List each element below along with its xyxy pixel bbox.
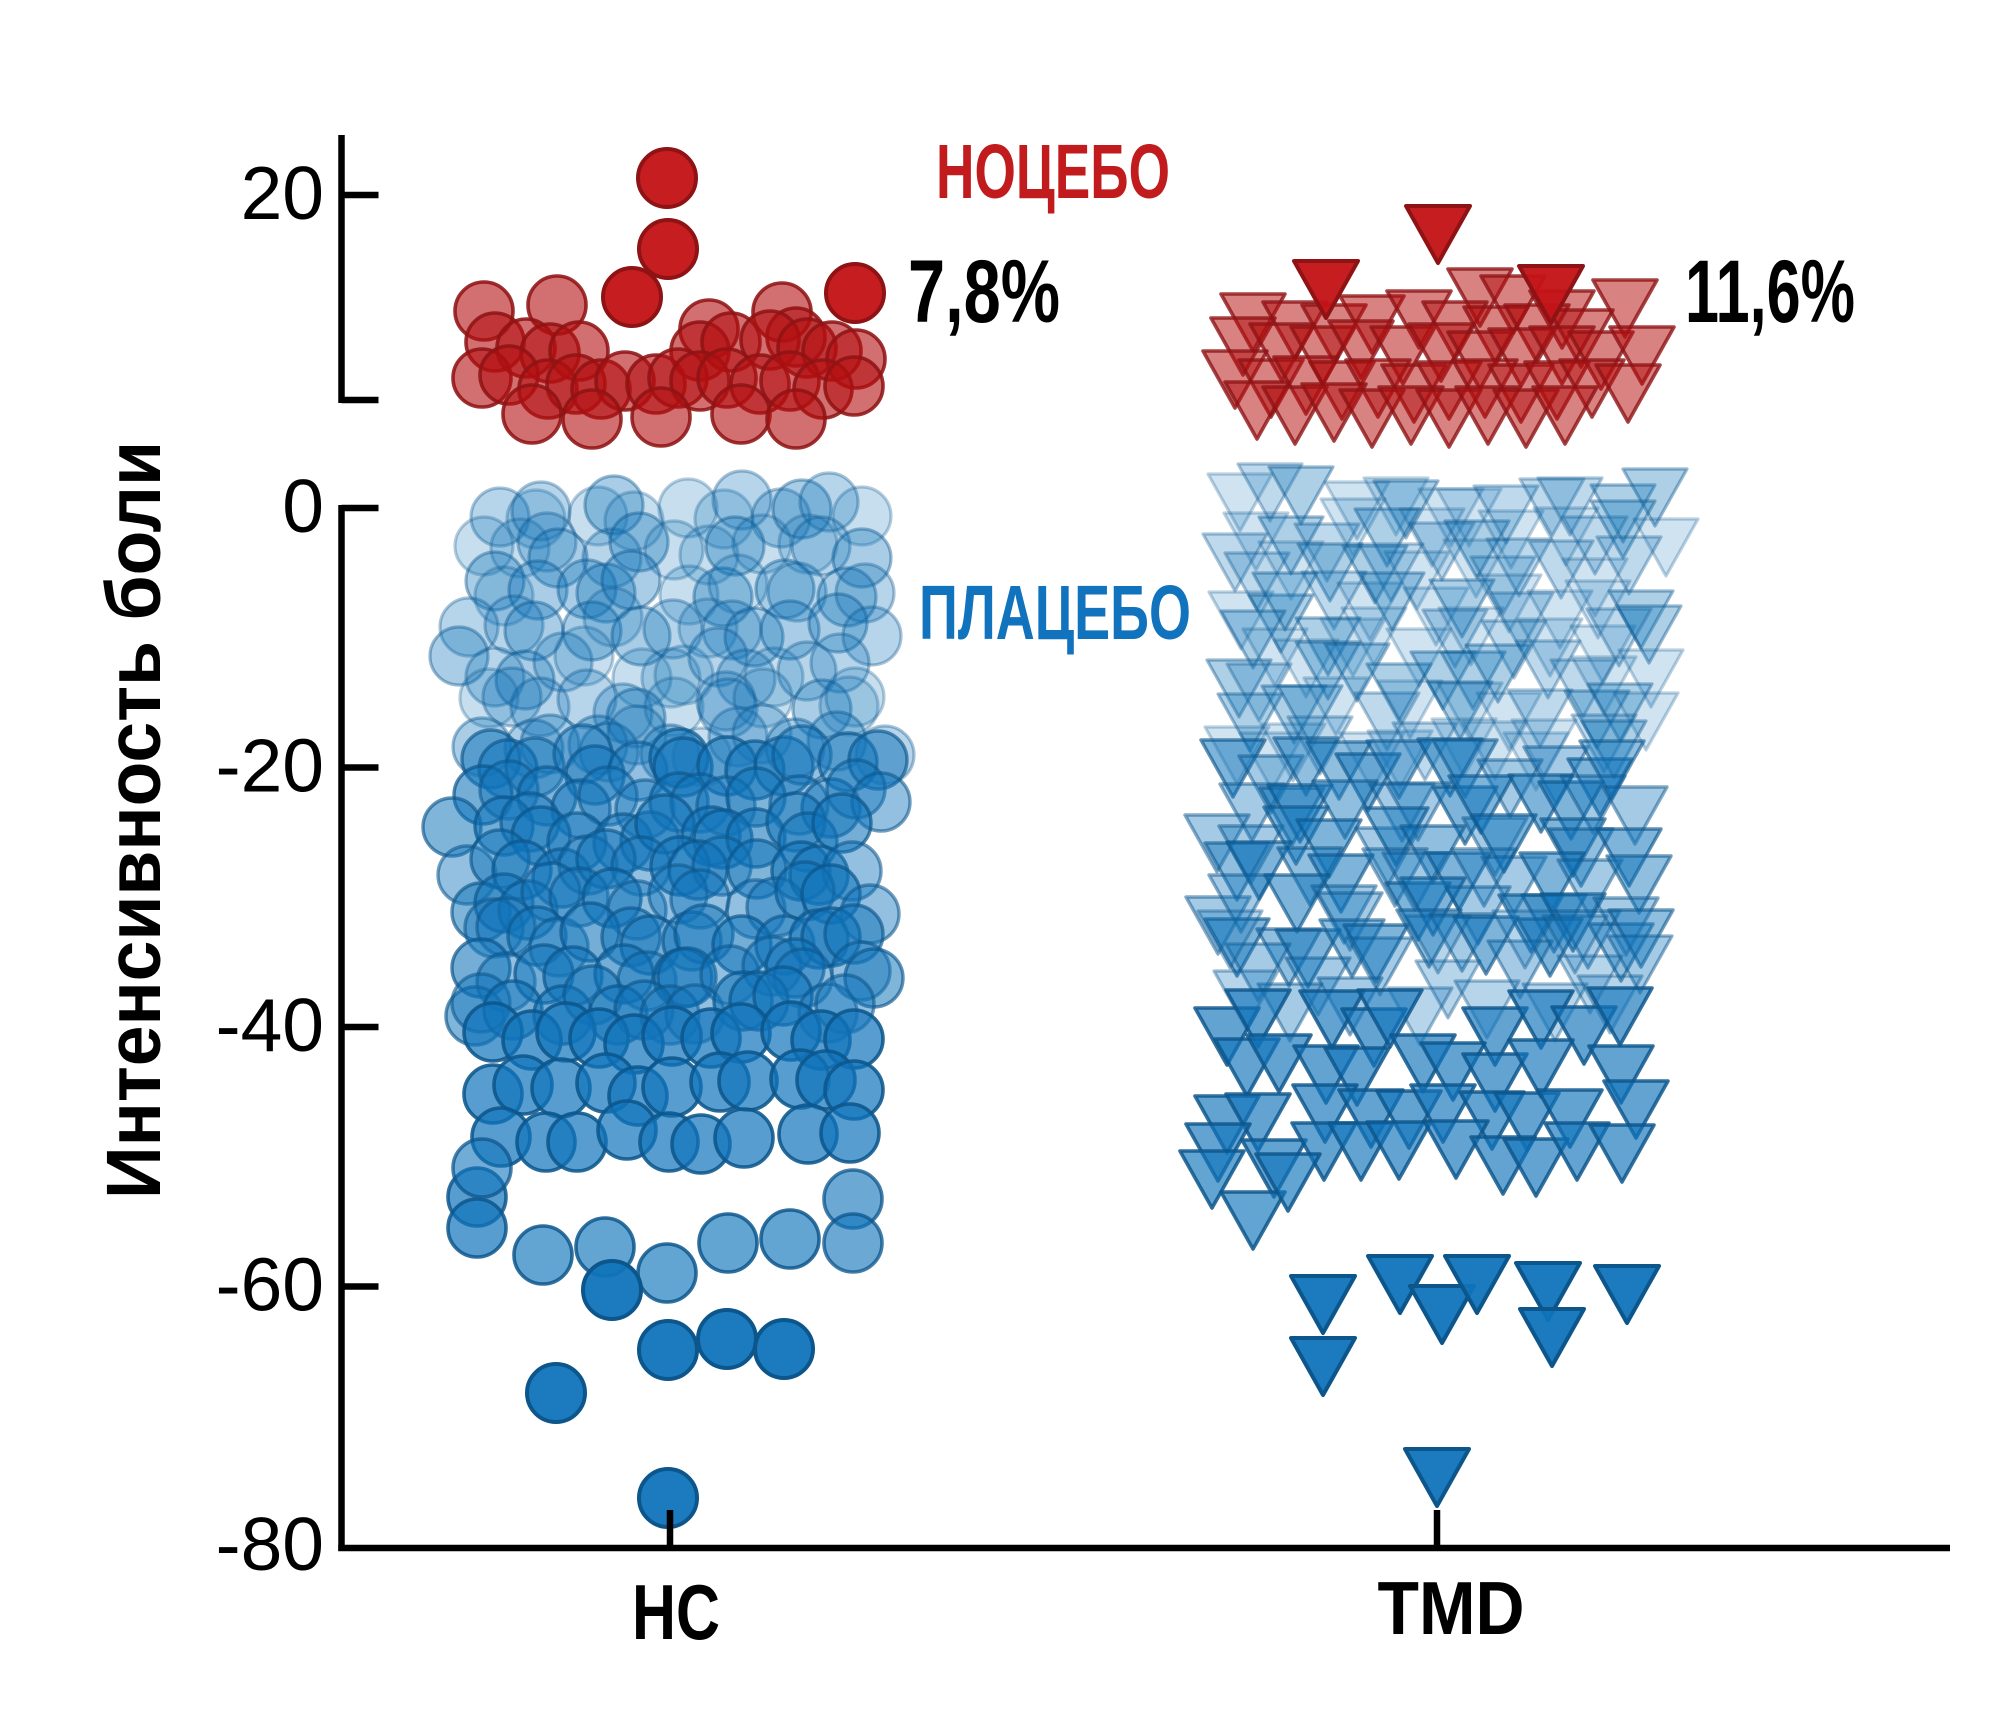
- svg-text:TMD: TMD: [1378, 1566, 1525, 1650]
- svg-text:11,6%: 11,6%: [1685, 241, 1855, 341]
- svg-text:7,8%: 7,8%: [908, 241, 1060, 341]
- svg-text:20: 20: [241, 151, 324, 235]
- svg-text:-80: -80: [216, 1502, 324, 1586]
- svg-text:-40: -40: [216, 983, 324, 1067]
- svg-text:-20: -20: [216, 724, 324, 808]
- svg-text:-60: -60: [216, 1243, 324, 1327]
- svg-text:Интенсивность боли: Интенсивность боли: [91, 441, 177, 1199]
- svg-text:НОЦЕБО: НОЦЕБО: [936, 129, 1170, 215]
- svg-text:HC: HC: [632, 1568, 720, 1656]
- svg-text:ПЛАЦЕБО: ПЛАЦЕБО: [919, 570, 1191, 656]
- svg-text:0: 0: [282, 464, 324, 548]
